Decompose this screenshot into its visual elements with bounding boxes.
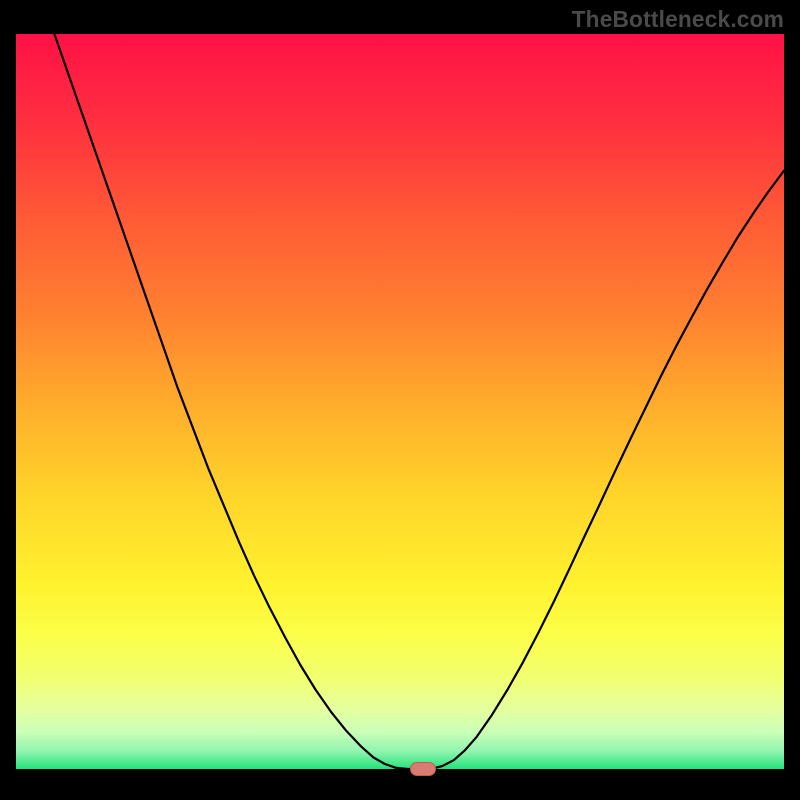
plot-area xyxy=(16,34,784,769)
watermark-text: TheBottleneck.com xyxy=(572,6,784,33)
optimal-marker xyxy=(410,762,436,776)
bottleneck-curve xyxy=(16,34,784,769)
chart-frame: TheBottleneck.com xyxy=(0,0,800,800)
